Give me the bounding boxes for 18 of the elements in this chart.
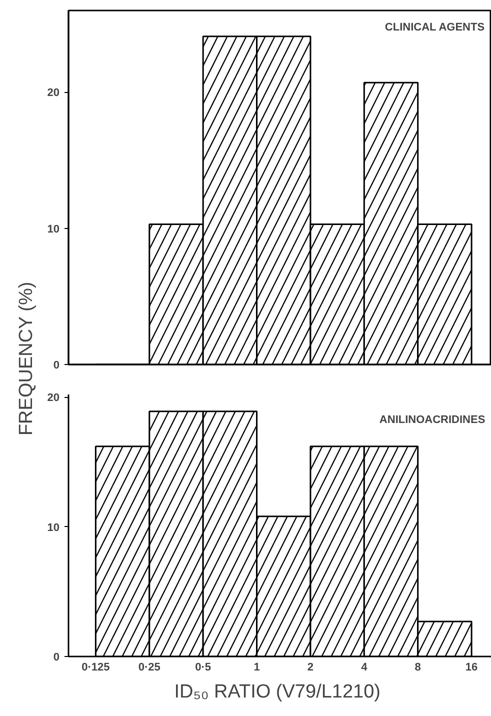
x-tick-label: 8 [414,662,421,674]
y-tick-label: 20 [47,87,60,100]
x-tick-label: 4 [361,662,368,674]
x-tick-label: 0·25 [138,662,160,674]
x-tick-label: 1 [254,662,260,674]
annotation: CLINICAL AGENTS [384,22,485,34]
y-tick-label: 10 [47,223,60,236]
y-tick-label: 0 [53,652,60,664]
x-axis-title: ID₅₀ RATIO (V79/L1210) [174,682,381,702]
x-tick-label: 0·125 [82,662,110,674]
x-tick-label: 2 [307,662,314,674]
y-tick-label: 20 [47,392,60,404]
x-tick-label: 16 [465,662,478,674]
y-axis-title: FREQUENCY (%) [16,282,37,436]
y-tick-label: 0 [53,360,60,372]
y-tick-label: 10 [47,522,60,534]
x-tick-label: 0·5 [195,662,212,674]
annotation: ANILINOACRIDINES [379,414,486,426]
